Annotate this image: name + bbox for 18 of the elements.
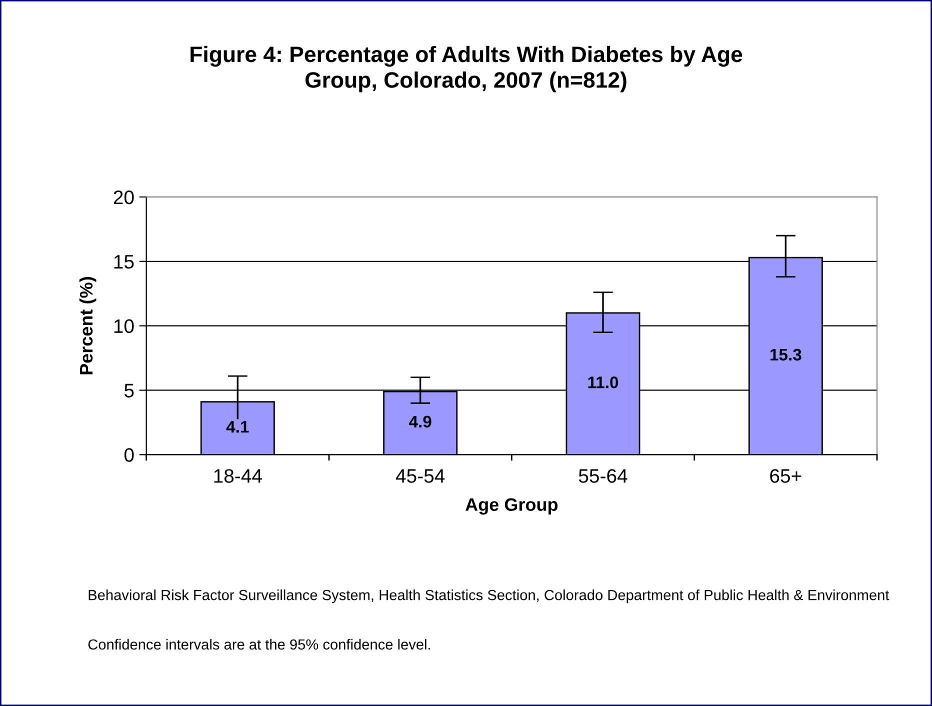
x-tick-label: 55-64: [578, 469, 628, 483]
y-tick-label: 15: [114, 255, 134, 269]
data-label: 15.3: [770, 348, 802, 361]
data-label: 4.9: [409, 416, 432, 428]
x-tick-label: 18-44: [214, 469, 262, 483]
chart-title: Figure 4: Percentage of Adults With Diabetes by Age Group, Colorado, 2007 (n=812): [190, 46, 742, 92]
y-tick-label: 20: [114, 190, 134, 204]
y-tick-label: 5: [124, 384, 134, 398]
x-axis-title: Age Group: [465, 498, 558, 515]
y-tick-label: 0: [124, 448, 134, 462]
text: Behavioral Risk Factor Surveillance System, Health Statistics Section, Colorado Department of Public Health & Environment: [88, 590, 890, 604]
x-tick-label: 65+: [770, 469, 802, 483]
text: Confidence intervals are at the 95% confidence level.: [88, 638, 430, 650]
data-label: 4.1: [226, 421, 249, 433]
x-tick-label: 45-54: [396, 469, 445, 483]
y-axis-title: Percent (%): [79, 277, 96, 374]
data-label: 11.0: [588, 376, 618, 388]
y-tick-label: 10: [114, 319, 134, 334]
